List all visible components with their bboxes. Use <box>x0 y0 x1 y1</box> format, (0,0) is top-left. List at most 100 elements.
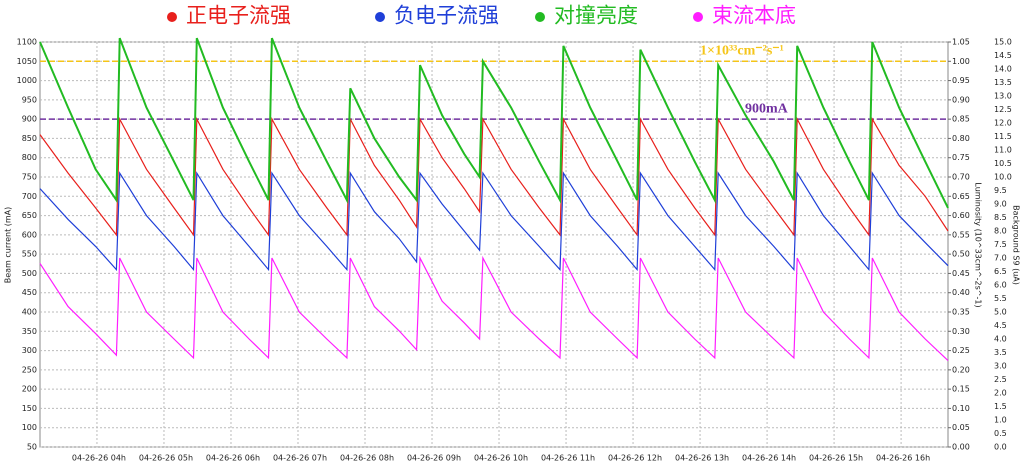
y2-axis-label: Luminosity (10^33cm^-2s^-1) <box>974 182 983 307</box>
y-tick-label: 600 <box>22 230 37 239</box>
y2-tick-label: 0.15 <box>952 385 970 394</box>
x-tick-label: 04-26-26 13h <box>675 454 729 463</box>
y3-tick-label: 13.5 <box>994 78 1012 87</box>
y-tick-label: 150 <box>22 404 37 413</box>
legend-label: 正电子流强 <box>186 4 291 28</box>
y3-tick-label: 11.0 <box>994 146 1012 155</box>
y-tick-label: 50 <box>27 443 37 452</box>
y-tick-label: 300 <box>22 346 37 355</box>
y2-tick-label: 0.45 <box>952 269 970 278</box>
y-tick-label: 250 <box>22 365 37 374</box>
legend-label: 束流本底 <box>712 4 796 28</box>
x-tick-label: 04-26-26 10h <box>474 454 528 463</box>
x-tick-label: 04-26-26 08h <box>340 454 394 463</box>
y3-tick-label: 10.5 <box>994 159 1012 168</box>
y-tick-label: 1050 <box>17 57 37 66</box>
y2-tick-label: 0.80 <box>952 134 970 143</box>
x-tick-label: 04-26-26 04h <box>72 454 126 463</box>
y-tick-label: 750 <box>22 173 37 182</box>
y3-tick-label: 6.5 <box>994 267 1007 276</box>
y-axis-label: Beam current (mA) <box>4 207 13 284</box>
y-tick-label: 1000 <box>17 76 37 85</box>
legend-marker <box>167 12 177 22</box>
y3-tick-label: 4.0 <box>994 335 1007 344</box>
y3-tick-label: 13.0 <box>994 92 1012 101</box>
y3-axis-label: Background S9 (uA) <box>1012 205 1021 285</box>
y3-tick-label: 4.5 <box>994 321 1007 330</box>
y2-tick-label: 0.25 <box>952 346 970 355</box>
y3-tick-label: 9.5 <box>994 186 1007 195</box>
y-tick-label: 200 <box>22 385 37 394</box>
y2-tick-label: 0.35 <box>952 308 970 317</box>
plot-frame <box>39 41 949 448</box>
x-tick-label: 04-26-26 14h <box>742 454 796 463</box>
y3-tick-label: 6.0 <box>994 281 1007 290</box>
y3-tick-label: 14.5 <box>994 51 1012 60</box>
legend-marker <box>693 12 703 22</box>
series-line <box>39 255 949 362</box>
y3-tick-label: 12.5 <box>994 105 1012 114</box>
reference-label: 900mA <box>745 101 789 116</box>
y3-tick-label: 10.0 <box>994 173 1012 182</box>
x-tick-label: 04-26-26 16h <box>876 454 930 463</box>
y2-tick-label: 0.05 <box>952 423 970 432</box>
x-tick-label: 04-26-26 09h <box>407 454 461 463</box>
y2-tick-label: 0.40 <box>952 288 970 297</box>
y-tick-label: 100 <box>22 423 37 432</box>
series-line <box>39 37 949 209</box>
y2-tick-label: 0.30 <box>952 327 970 336</box>
legend-marker <box>375 12 385 22</box>
y2-tick-label: 0.00 <box>952 443 970 452</box>
y2-tick-label: 0.65 <box>952 192 970 201</box>
y-tick-label: 350 <box>22 327 37 336</box>
y2-tick-label: 0.70 <box>952 173 970 182</box>
y3-tick-label: 0.0 <box>994 443 1007 452</box>
y3-tick-label: 8.0 <box>994 227 1007 236</box>
y3-tick-label: 12.0 <box>994 119 1012 128</box>
y3-tick-label: 7.5 <box>994 240 1007 249</box>
y3-tick-label: 5.0 <box>994 308 1007 317</box>
y-tick-label: 1100 <box>17 38 37 47</box>
y3-tick-label: 11.5 <box>994 132 1012 141</box>
y3-tick-label: 7.0 <box>994 254 1007 263</box>
y-tick-label: 450 <box>22 288 37 297</box>
y2-tick-label: 1.05 <box>952 38 970 47</box>
y-tick-label: 900 <box>22 115 37 124</box>
y-tick-label: 950 <box>22 95 37 104</box>
y2-tick-label: 1.00 <box>952 57 970 66</box>
y-tick-label: 850 <box>22 134 37 143</box>
y3-tick-label: 1.5 <box>994 402 1007 411</box>
y-tick-label: 550 <box>22 250 37 259</box>
x-tick-label: 04-26-26 15h <box>809 454 863 463</box>
legend-marker <box>535 12 545 22</box>
y2-tick-label: 0.20 <box>952 365 970 374</box>
y3-tick-label: 2.5 <box>994 375 1007 384</box>
x-tick-label: 04-26-26 05h <box>139 454 193 463</box>
y-tick-label: 400 <box>22 308 37 317</box>
y-tick-label: 500 <box>22 269 37 278</box>
y2-tick-label: 0.55 <box>952 230 970 239</box>
y2-tick-label: 0.85 <box>952 115 970 124</box>
y3-tick-label: 1.0 <box>994 416 1007 425</box>
x-tick-label: 04-26-26 06h <box>206 454 260 463</box>
y2-tick-label: 0.50 <box>952 250 970 259</box>
y3-tick-label: 14.0 <box>994 65 1012 74</box>
y3-tick-label: 15.0 <box>994 38 1012 47</box>
y3-tick-label: 3.5 <box>994 348 1007 357</box>
y-tick-label: 650 <box>22 211 37 220</box>
y2-tick-label: 0.60 <box>952 211 970 220</box>
x-tick-label: 04-26-26 12h <box>608 454 662 463</box>
y2-tick-label: 0.75 <box>952 153 970 162</box>
y3-tick-label: 9.0 <box>994 200 1007 209</box>
y-tick-label: 800 <box>22 153 37 162</box>
y-tick-label: 700 <box>22 192 37 201</box>
y2-tick-label: 0.90 <box>952 95 970 104</box>
y2-tick-label: 0.10 <box>952 404 970 413</box>
y3-tick-label: 5.5 <box>994 294 1007 303</box>
series-line <box>39 116 949 237</box>
x-tick-label: 04-26-26 07h <box>273 454 327 463</box>
reference-label: 1×10³³cm⁻²s⁻¹ <box>700 44 784 59</box>
legend-label: 对撞亮度 <box>554 4 638 28</box>
